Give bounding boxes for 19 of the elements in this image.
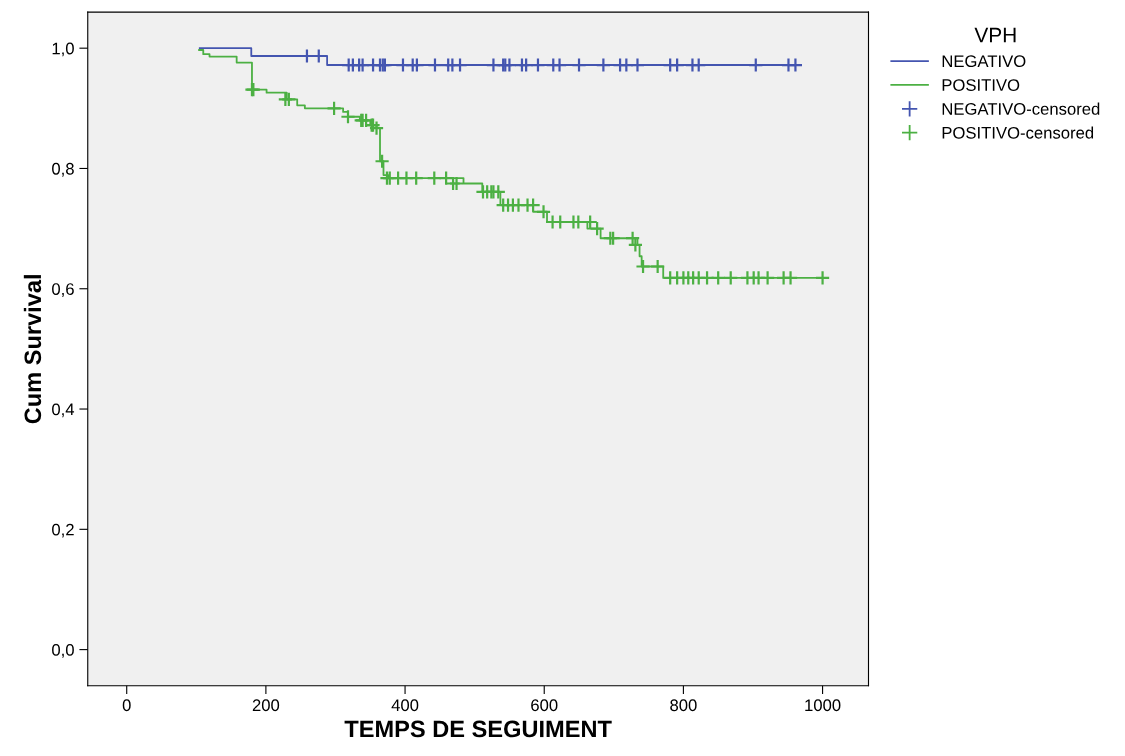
- y-axis-title: Cum Survival: [23, 275, 42, 424]
- x-tick-label: 1000: [805, 699, 841, 712]
- x-tick-label: 600: [531, 699, 558, 712]
- y-tick-label: 0,6: [52, 283, 74, 297]
- x-tick-label: 400: [391, 699, 419, 712]
- y-tick-label: 0,0: [52, 644, 74, 658]
- legend-title: VPH: [974, 27, 1016, 43]
- x-tick-label: 800: [670, 699, 697, 712]
- y-tick-label: 0,2: [52, 523, 74, 538]
- y-tick-label: 0,8: [52, 162, 74, 177]
- x-tick-label: 200: [252, 699, 280, 712]
- legend-label: NEGATIVO-censored: [942, 102, 1100, 115]
- x-tick-label: 0: [122, 699, 131, 712]
- legend-label: POSITIVO-censored: [942, 126, 1094, 139]
- legend-label: NEGATIVO: [942, 55, 1026, 68]
- legend-label: POSITIVO: [942, 79, 1020, 91]
- y-tick-label: 0,4: [52, 403, 75, 418]
- x-axis-title: TEMPS DE SEGUIMENT: [344, 720, 612, 738]
- y-tick-label: 1,0: [52, 42, 74, 57]
